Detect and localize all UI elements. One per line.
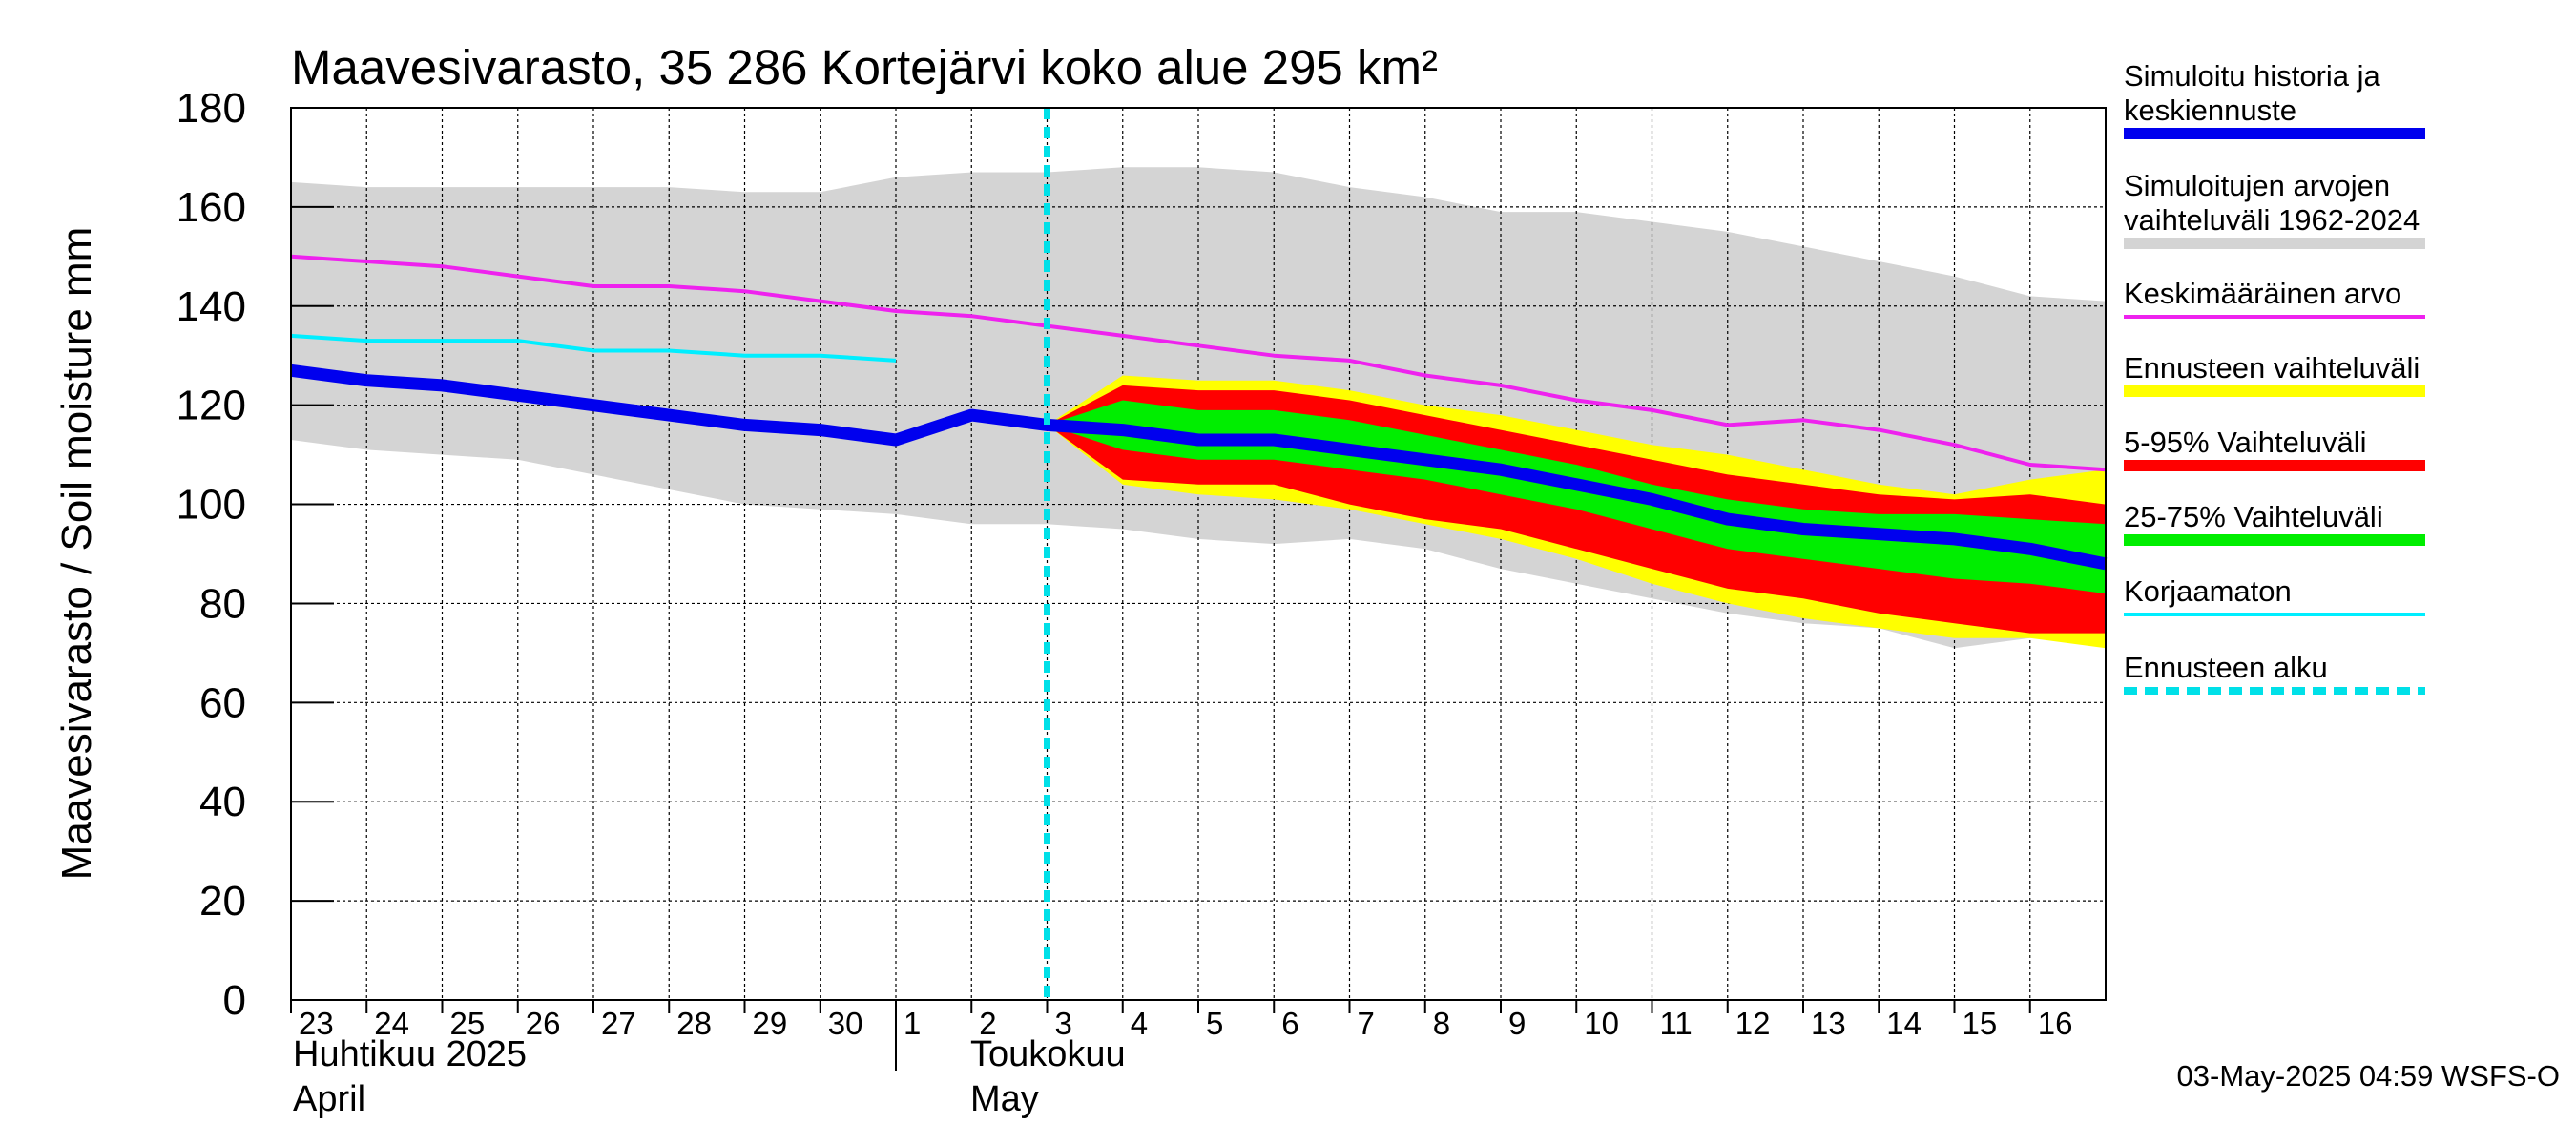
x-tick-label: 11 [1660, 1006, 1693, 1041]
legend-label: keskiennuste [2124, 94, 2296, 127]
month-label: Huhtikuu 2025 [293, 1034, 527, 1074]
y-tick-label: 180 [177, 85, 246, 132]
y-tick-label: 80 [199, 580, 246, 627]
x-tick-label: 26 [526, 1006, 561, 1041]
x-tick-label: 10 [1584, 1006, 1619, 1041]
y-tick-label: 0 [223, 977, 246, 1024]
mean-line [290, 254, 2107, 472]
x-tick-label: 25 [450, 1006, 486, 1041]
x-tick-label: 14 [1886, 1006, 1922, 1041]
history-median-line [290, 364, 2108, 571]
x-tick-label: 30 [828, 1006, 863, 1041]
timestamp-footer: 03-May-2025 04:59 WSFS-O [2177, 1059, 2560, 1093]
y-tick-label: 100 [177, 482, 246, 529]
x-tick-label: 8 [1433, 1006, 1450, 1041]
legend-label: vaihteluväli 1962-2024 [2124, 203, 2420, 237]
month-label-en: April [293, 1079, 365, 1119]
y-tick-label: 140 [177, 283, 246, 330]
y-axis: 0 20 40 60 80 100 120 140 160 180 [177, 85, 334, 1024]
legend-label: Korjaamaton [2124, 574, 2292, 608]
y-tick-label: 40 [199, 779, 246, 825]
y-tick-label: 60 [199, 679, 246, 726]
legend-label: 5-95% Vaihteluväli [2124, 426, 2366, 459]
x-tick-label: 29 [753, 1006, 788, 1041]
x-tick-label: 6 [1281, 1006, 1298, 1041]
legend-label: 25-75% Vaihteluväli [2124, 500, 2383, 533]
month-label: Toukokuu [970, 1034, 1126, 1074]
y-axis-label: Maavesivarasto / Soil moisture mm [53, 227, 100, 881]
y-tick-label: 120 [177, 383, 246, 429]
x-tick-label: 5 [1206, 1006, 1223, 1041]
x-tick-label: 23 [299, 1006, 334, 1041]
legend-label: Keskimääräinen arvo [2124, 277, 2401, 310]
plot-area [290, 107, 2108, 1001]
uncorrected-line [290, 333, 897, 363]
x-axis: 23 24 25 26 27 28 29 30 1 2 3 4 5 6 7 8 9 10 11 12 13 14 15 16H… [290, 1000, 2073, 1119]
legend-label: Simuloitujen arvojen [2124, 169, 2390, 202]
month-label-en: May [970, 1079, 1039, 1119]
x-tick-label: 1 [904, 1006, 921, 1041]
chart-title: Maavesivarasto, 35 286 Kortejärvi koko a… [291, 40, 1438, 94]
x-tick-label: 28 [676, 1006, 712, 1041]
y-tick-label: 20 [199, 878, 246, 925]
x-tick-label: 7 [1358, 1006, 1375, 1041]
legend-label: Ennusteen alku [2124, 651, 2328, 684]
x-tick-label: 4 [1131, 1006, 1148, 1041]
legend-label: Simuloitu historia ja [2124, 59, 2381, 93]
x-tick-label: 15 [1963, 1006, 1998, 1041]
y-tick-label: 160 [177, 184, 246, 231]
x-tick-label: 12 [1735, 1006, 1771, 1041]
x-tick-label: 16 [2038, 1006, 2073, 1041]
x-tick-label: 3 [1055, 1006, 1072, 1041]
legend-label: Ennusteen vaihteluväli [2124, 351, 2420, 385]
x-tick-label: 9 [1508, 1006, 1526, 1041]
x-tick-label: 2 [979, 1006, 996, 1041]
x-tick-label: 24 [374, 1006, 409, 1041]
x-tick-label: 13 [1811, 1006, 1846, 1041]
x-tick-label: 27 [601, 1006, 636, 1041]
